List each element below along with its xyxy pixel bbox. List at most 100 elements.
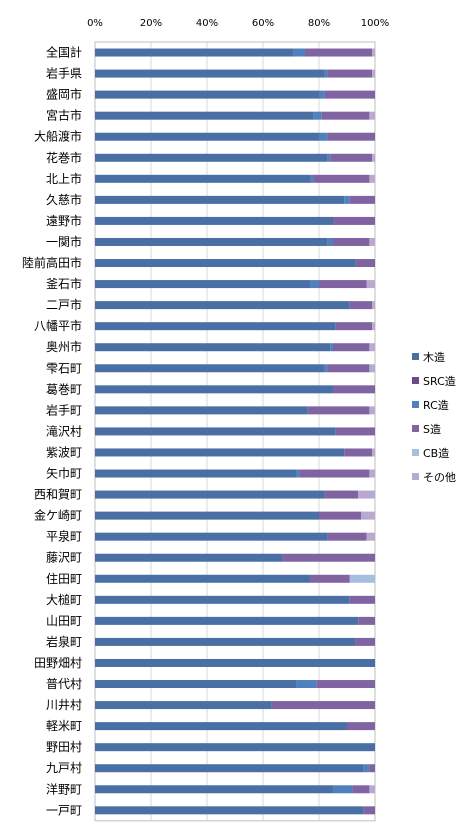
category-label: 一関市 bbox=[46, 234, 82, 249]
bar-segment bbox=[95, 448, 345, 457]
bar-segment bbox=[305, 48, 373, 57]
bar-segment bbox=[349, 595, 375, 604]
category-label: 田野畑村 bbox=[34, 656, 82, 670]
bar-segment bbox=[95, 574, 311, 583]
category-label: 滝沢村 bbox=[46, 424, 82, 438]
category-label: 雫石町 bbox=[46, 361, 82, 375]
bar-segment bbox=[95, 616, 359, 625]
x-tick-label: 60% bbox=[252, 18, 274, 29]
category-label: 金ケ崎町 bbox=[34, 508, 82, 523]
bar-segment bbox=[333, 785, 353, 794]
bar-segment bbox=[313, 174, 370, 183]
bar-segment bbox=[95, 48, 294, 57]
bar-segment bbox=[95, 637, 356, 646]
category-label: 北上市 bbox=[46, 171, 82, 186]
bar-segment bbox=[344, 195, 350, 204]
x-tick-label: 80% bbox=[308, 18, 330, 29]
legend-swatch bbox=[412, 377, 419, 384]
bar-segment bbox=[369, 785, 375, 794]
category-label: 野田村 bbox=[46, 740, 82, 754]
bar-segment bbox=[95, 701, 272, 710]
bar-segment bbox=[327, 532, 367, 541]
bar-segment bbox=[369, 237, 375, 246]
category-label: 藤沢町 bbox=[46, 551, 82, 565]
bar-segment bbox=[271, 701, 375, 710]
bar-segment bbox=[310, 280, 319, 289]
bar-segment bbox=[95, 490, 325, 499]
category-label: 岩手町 bbox=[46, 402, 82, 417]
category-label: 岩手県 bbox=[46, 66, 82, 81]
bar-segment bbox=[95, 385, 333, 394]
bar-segment bbox=[335, 322, 373, 331]
bar-segment bbox=[372, 153, 375, 162]
bar-segment bbox=[358, 616, 375, 625]
bar-segment bbox=[369, 111, 375, 120]
category-label: 奥州市 bbox=[46, 339, 82, 354]
bar-segment bbox=[310, 574, 350, 583]
bar-segment bbox=[327, 364, 370, 373]
legend-swatch bbox=[412, 425, 419, 432]
x-tick-label: 0% bbox=[87, 18, 103, 29]
bar-segment bbox=[372, 69, 375, 78]
legend-label: 木造 bbox=[423, 350, 445, 364]
bar-segment bbox=[330, 343, 333, 352]
category-label: 普代村 bbox=[46, 677, 82, 691]
bar-segment bbox=[95, 90, 319, 99]
category-label: 紫波町 bbox=[46, 445, 82, 459]
category-label: 二戸市 bbox=[46, 297, 82, 312]
category-label: 洋野町 bbox=[46, 781, 82, 796]
category-label: 遠野市 bbox=[46, 213, 82, 228]
bar-segment bbox=[95, 301, 350, 310]
category-label: 大槌町 bbox=[46, 592, 82, 607]
bar-segment bbox=[310, 174, 314, 183]
category-label: 山田町 bbox=[46, 614, 82, 628]
bar-segment bbox=[369, 364, 375, 373]
bar-segment bbox=[95, 658, 375, 667]
category-label: 九戸村 bbox=[46, 761, 82, 775]
bar-segment bbox=[372, 448, 375, 457]
legend-swatch bbox=[412, 401, 419, 408]
bar-segment bbox=[316, 680, 375, 689]
bar-segment bbox=[293, 48, 305, 57]
bar-segment bbox=[344, 448, 373, 457]
legend-swatch bbox=[412, 473, 419, 480]
bar-segment bbox=[324, 90, 375, 99]
bar-segment bbox=[95, 743, 375, 752]
bar-segment bbox=[95, 785, 333, 794]
bar-segment bbox=[95, 406, 308, 415]
category-label: 軽米町 bbox=[46, 719, 82, 733]
bar-segment bbox=[319, 132, 328, 141]
bar-segment bbox=[95, 153, 328, 162]
bar-segment bbox=[358, 490, 375, 499]
bar-segment bbox=[330, 153, 373, 162]
bar-segment bbox=[95, 343, 331, 352]
bar-segment bbox=[327, 132, 375, 141]
category-label: 葛巻町 bbox=[46, 382, 82, 396]
bar-segment bbox=[95, 280, 311, 289]
category-label: 盛岡市 bbox=[46, 87, 82, 102]
bar-segment bbox=[361, 511, 375, 520]
bar-segment bbox=[369, 469, 375, 478]
bar-segment bbox=[352, 785, 370, 794]
bar-segment bbox=[324, 364, 328, 373]
bar-segment bbox=[324, 490, 359, 499]
bar-segment bbox=[333, 216, 375, 225]
bar-segment bbox=[324, 69, 328, 78]
bar-segment bbox=[296, 680, 317, 689]
category-label: 全国計 bbox=[46, 45, 82, 60]
category-label: 八幡平市 bbox=[34, 318, 82, 333]
bar-segment bbox=[95, 469, 297, 478]
bar-segment bbox=[319, 511, 361, 520]
bar-segment bbox=[333, 385, 375, 394]
legend-label: その他 bbox=[423, 471, 456, 484]
bar-segment bbox=[349, 574, 375, 583]
bar-segment bbox=[366, 280, 375, 289]
bar-segment bbox=[363, 764, 370, 773]
bar-segment bbox=[95, 364, 325, 373]
bar-segment bbox=[369, 406, 375, 415]
bar-segment bbox=[369, 174, 375, 183]
bar-segment bbox=[95, 195, 345, 204]
category-label: 住田町 bbox=[46, 572, 82, 586]
category-label: 矢巾町 bbox=[46, 467, 82, 481]
